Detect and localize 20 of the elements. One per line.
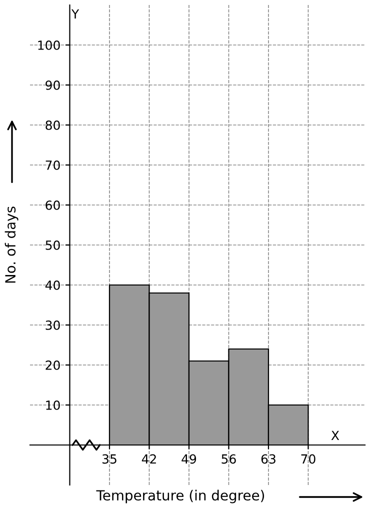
y-tick-label: 80	[46, 120, 60, 130]
y-tick-label: 10	[46, 400, 60, 410]
x-tick-label: 42	[142, 454, 156, 464]
y-tick-label: 60	[46, 200, 60, 210]
y-axis-title: No. of days	[4, 206, 18, 283]
annotation: X	[331, 430, 340, 440]
x-tick-label: 70	[301, 454, 316, 464]
x-axis-title: Temperature (in degree)	[96, 490, 264, 504]
y-tick-label: 100	[38, 40, 60, 50]
x-tick-label: 63	[261, 454, 276, 464]
y-tick-label: 30	[46, 320, 60, 330]
y-tick-label: 90	[46, 80, 60, 90]
x-tick-label: 56	[222, 454, 236, 464]
y-tick-label: 50	[46, 240, 60, 250]
y-tick-label: 40	[45, 280, 60, 290]
y-tick-label: 70	[46, 160, 60, 170]
annotation: Y	[71, 9, 80, 18]
y-tick-label: 20	[46, 360, 60, 370]
x-tick-label: 49	[182, 454, 196, 464]
x-tick-label: 35	[102, 454, 116, 464]
